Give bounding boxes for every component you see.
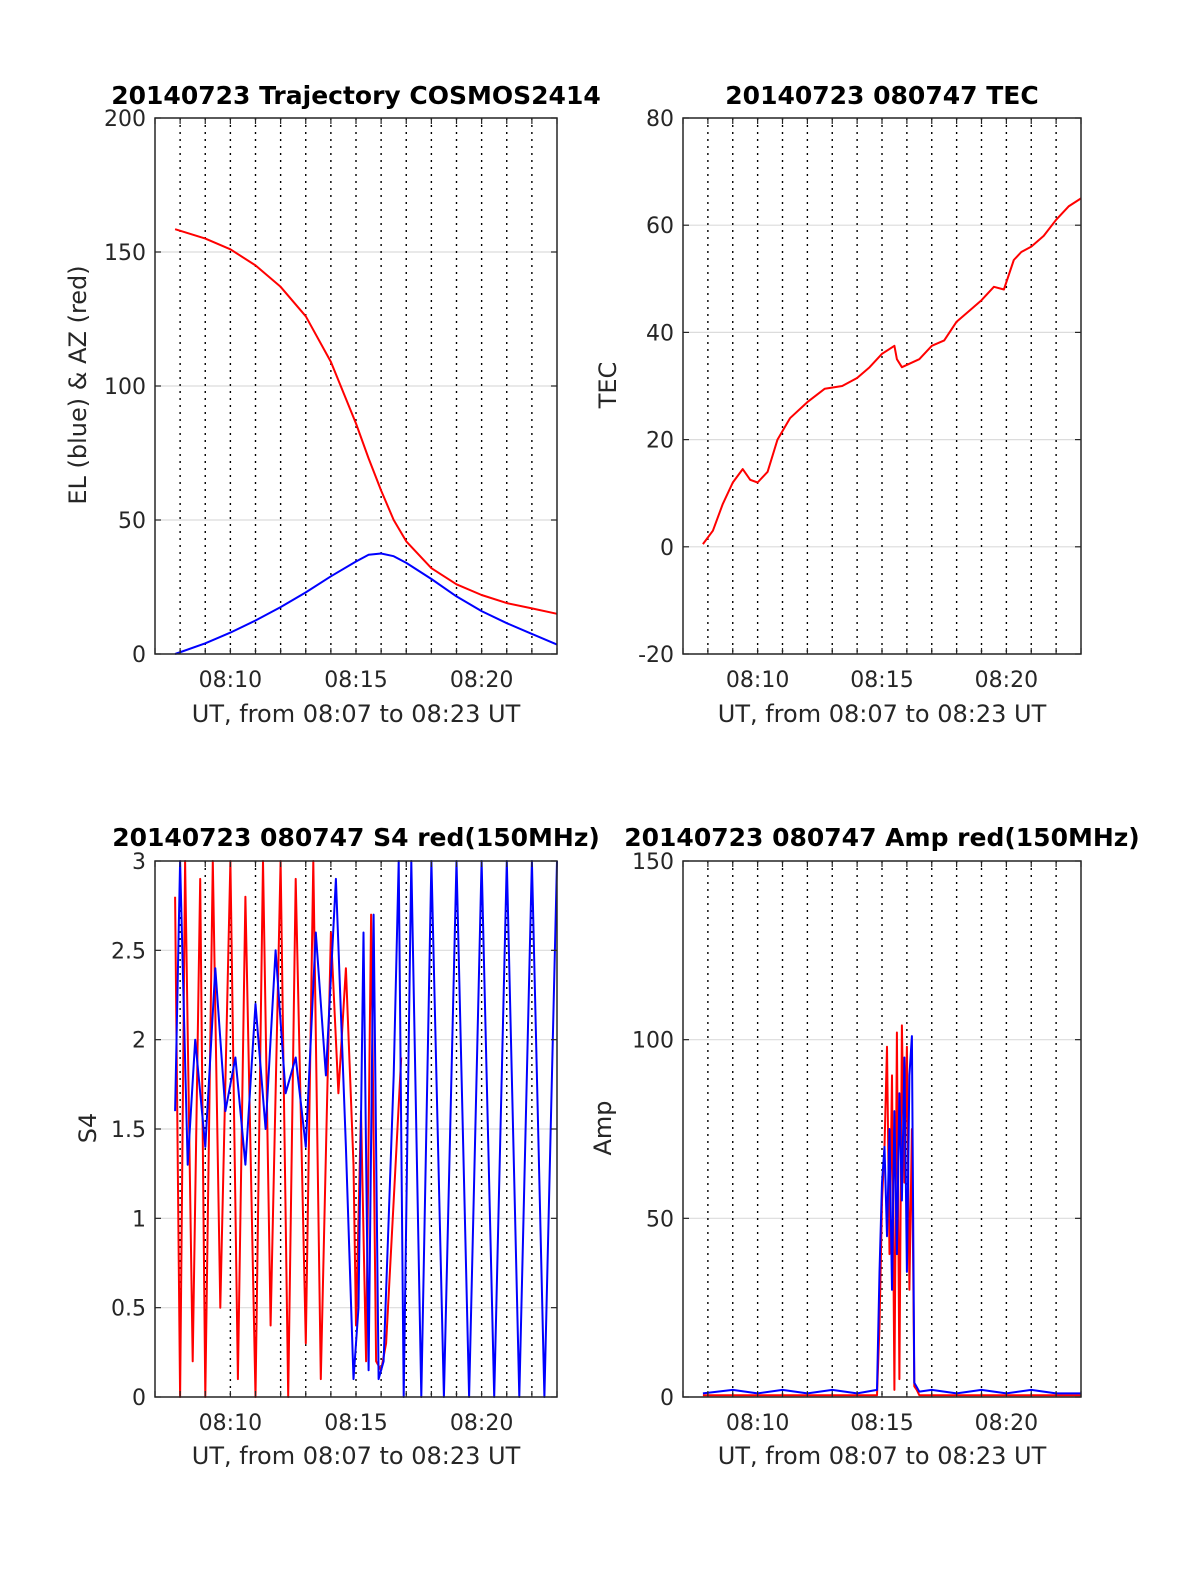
s4-ylabel: S4 — [74, 1113, 102, 1144]
s4-title: 20140723 080747 S4 red(150MHz) — [112, 823, 600, 852]
amp-grid — [683, 860, 1081, 1398]
trajectory-series-line-0 — [174, 228, 558, 615]
s4-ytick-label: 1.5 — [111, 1118, 146, 1143]
amp-ytick-label: 50 — [646, 1207, 674, 1232]
amp-panel: 20140723 080747 Amp red(150MHz) UT, from… — [589, 823, 1140, 1470]
amp-xtick-label: 08:20 — [975, 1411, 1038, 1436]
trajectory-series-line-1 — [174, 552, 558, 655]
tec-xtick-label: 08:10 — [726, 668, 789, 693]
trajectory-title: 20140723 Trajectory COSMOS2414 — [111, 81, 601, 110]
s4-xtick-label: 08:15 — [324, 1411, 387, 1436]
amp-ytick-label: 150 — [632, 850, 674, 875]
trajectory-xtick-label: 08:10 — [199, 668, 262, 693]
trajectory-ytick-label: 150 — [104, 241, 146, 266]
tec-grid — [683, 117, 1081, 655]
tec-ylabel: TEC — [594, 362, 622, 410]
tec-ytick-label: 0 — [660, 536, 674, 561]
amp-xtick-label: 08:15 — [850, 1411, 913, 1436]
s4-xlabel: UT, from 08:07 to 08:23 UT — [192, 1442, 521, 1470]
amp-ytick-label: 0 — [660, 1386, 674, 1411]
trajectory-ytick-label: 100 — [104, 375, 146, 400]
s4-panel: 20140723 080747 S4 red(150MHz) UT, from … — [74, 823, 600, 1470]
s4-ytick-label: 0 — [132, 1386, 146, 1411]
tec-ytick-label: 80 — [646, 107, 674, 132]
trajectory-panel: 20140723 Trajectory COSMOS2414 UT, from … — [64, 81, 601, 728]
s4-ytick-label: 2 — [132, 1029, 146, 1054]
trajectory-xlabel: UT, from 08:07 to 08:23 UT — [192, 700, 521, 728]
amp-xtick-label: 08:10 — [726, 1411, 789, 1436]
tec-ytick-label: 60 — [646, 214, 674, 239]
s4-xtick-label: 08:10 — [199, 1411, 262, 1436]
trajectory-ytick-label: 50 — [118, 509, 146, 534]
tec-panel: 20140723 080747 TEC UT, from 08:07 to 08… — [594, 81, 1082, 728]
s4-ytick-label: 3 — [132, 850, 146, 875]
trajectory-xtick-label: 08:15 — [324, 668, 387, 693]
tec-ytick-label: -20 — [638, 643, 674, 668]
tec-ytick-label: 40 — [646, 321, 674, 346]
s4-ytick-label: 2.5 — [111, 939, 146, 964]
tec-series-group — [702, 197, 1082, 545]
trajectory-ytick-label: 200 — [104, 107, 146, 132]
tec-xtick-label: 08:15 — [850, 668, 913, 693]
trajectory-ylabel: EL (blue) & AZ (red) — [64, 265, 92, 504]
tec-series-line-0 — [702, 197, 1082, 545]
amp-ytick-label: 100 — [632, 1029, 674, 1054]
tec-xtick-label: 08:20 — [975, 668, 1038, 693]
s4-series-line-0 — [174, 860, 403, 1398]
amp-xlabel: UT, from 08:07 to 08:23 UT — [718, 1442, 1047, 1470]
trajectory-series-group — [174, 228, 558, 655]
amp-ylabel: Amp — [589, 1100, 617, 1155]
s4-xtick-label: 08:20 — [450, 1411, 513, 1436]
tec-title: 20140723 080747 TEC — [725, 81, 1038, 110]
s4-ytick-label: 1 — [132, 1207, 146, 1232]
tec-xlabel: UT, from 08:07 to 08:23 UT — [718, 700, 1047, 728]
trajectory-xtick-label: 08:20 — [450, 668, 513, 693]
s4-ytick-label: 0.5 — [111, 1297, 146, 1322]
tec-ytick-label: 20 — [646, 429, 674, 454]
amp-title: 20140723 080747 Amp red(150MHz) — [624, 823, 1140, 852]
trajectory-ytick-label: 0 — [132, 643, 146, 668]
